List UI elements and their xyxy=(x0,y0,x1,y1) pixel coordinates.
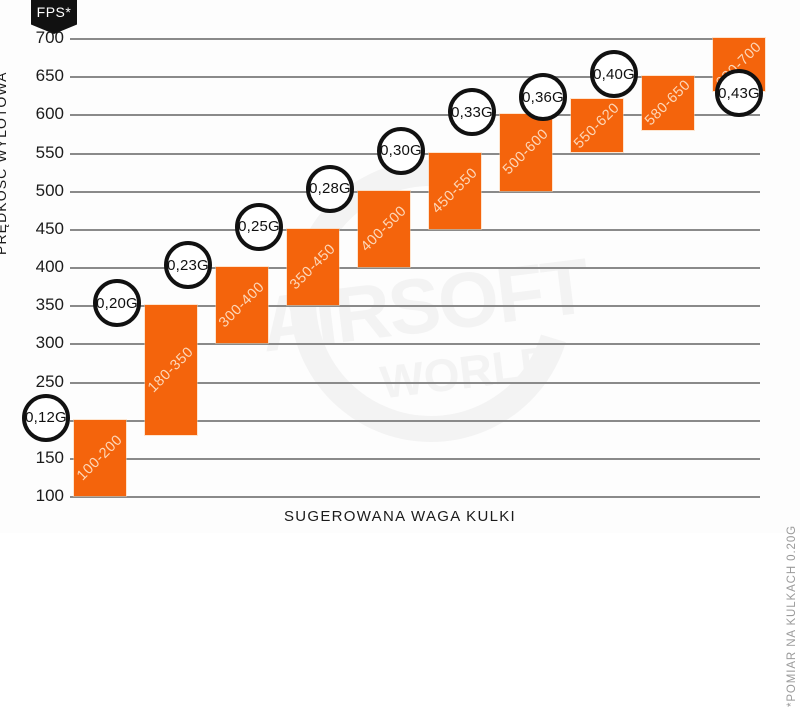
bb-weight-bubble[interactable]: 0,36G xyxy=(519,73,567,122)
bar[interactable]: 500-600 xyxy=(500,114,552,191)
bar[interactable]: 350-450 xyxy=(287,228,339,306)
bar-range-label: 550-620 xyxy=(571,99,623,152)
bb-weight-bubble[interactable]: 0,40G xyxy=(590,50,638,99)
gridline xyxy=(70,228,760,231)
gridline xyxy=(70,457,760,460)
gridline xyxy=(70,381,760,384)
bar-range-label: 100-200 xyxy=(74,431,126,484)
bar[interactable]: 550-620 xyxy=(571,99,623,153)
bb-weight-bubble[interactable]: 0,28G xyxy=(306,164,354,213)
bar[interactable]: 180-350 xyxy=(145,305,197,435)
bb-weight-bubble[interactable]: 0,20G xyxy=(93,279,141,328)
bar[interactable]: 580-650 xyxy=(642,76,694,130)
bar[interactable]: 300-400 xyxy=(216,267,268,344)
bb-weight-bubble[interactable]: 0,30G xyxy=(377,126,425,175)
y-axis-tick-label: 250 xyxy=(35,371,64,391)
bar-range-label: 450-550 xyxy=(429,164,481,217)
bb-weight-bubble[interactable]: 0,25G xyxy=(235,202,283,251)
bar-range-label: 400-500 xyxy=(358,202,410,255)
bar-range-label: 500-600 xyxy=(500,126,552,179)
y-axis-tick-label: 600 xyxy=(35,104,64,124)
y-axis-tick-label: 550 xyxy=(35,142,64,162)
bb-weight-bubble[interactable]: 0,12G xyxy=(22,393,70,442)
bb-weight-bubble[interactable]: 0,43G xyxy=(715,69,763,118)
gridline xyxy=(70,343,760,346)
y-axis-tick-label: 300 xyxy=(35,333,64,353)
bar[interactable]: 100-200 xyxy=(74,419,126,496)
gridline xyxy=(70,114,760,117)
y-axis-tick-label: 450 xyxy=(35,218,64,238)
y-axis-tick-label: 150 xyxy=(35,447,64,467)
bar-range-label: 580-650 xyxy=(642,76,694,129)
gridline xyxy=(70,305,760,308)
gridline xyxy=(70,190,760,193)
y-axis-tick-label: 350 xyxy=(35,295,64,315)
gridline xyxy=(70,419,760,422)
footnote-measurement-note: *POMIAR NA KULKACH 0.20G xyxy=(786,525,798,707)
x-axis-title: SUGEROWANA WAGA KULKI xyxy=(283,508,517,525)
y-axis-tick-label: 500 xyxy=(35,180,64,200)
bar[interactable]: 450-550 xyxy=(429,152,481,229)
bar-range-label: 300-400 xyxy=(216,279,268,332)
bb-weight-bubble[interactable]: 0,33G xyxy=(448,88,496,137)
y-axis-tick-label: 100 xyxy=(35,486,64,505)
gridline xyxy=(70,38,760,40)
gridline xyxy=(70,76,760,79)
y-axis-tick-label: 650 xyxy=(35,66,64,86)
bb-weight-bubble[interactable]: 0,23G xyxy=(164,241,212,289)
bar-range-label: 350-450 xyxy=(287,241,339,293)
y-axis-tick-label: 700 xyxy=(35,28,64,47)
y-axis-tick-label: 400 xyxy=(35,257,64,276)
plot-area: 100-200 0,12G 180-350 0,20G 300-400 0,23G 350-… xyxy=(22,38,765,498)
bar-range-label: 180-350 xyxy=(145,344,197,396)
gridline xyxy=(70,496,760,498)
gridline xyxy=(70,267,760,269)
bar[interactable]: 400-500 xyxy=(358,190,410,267)
